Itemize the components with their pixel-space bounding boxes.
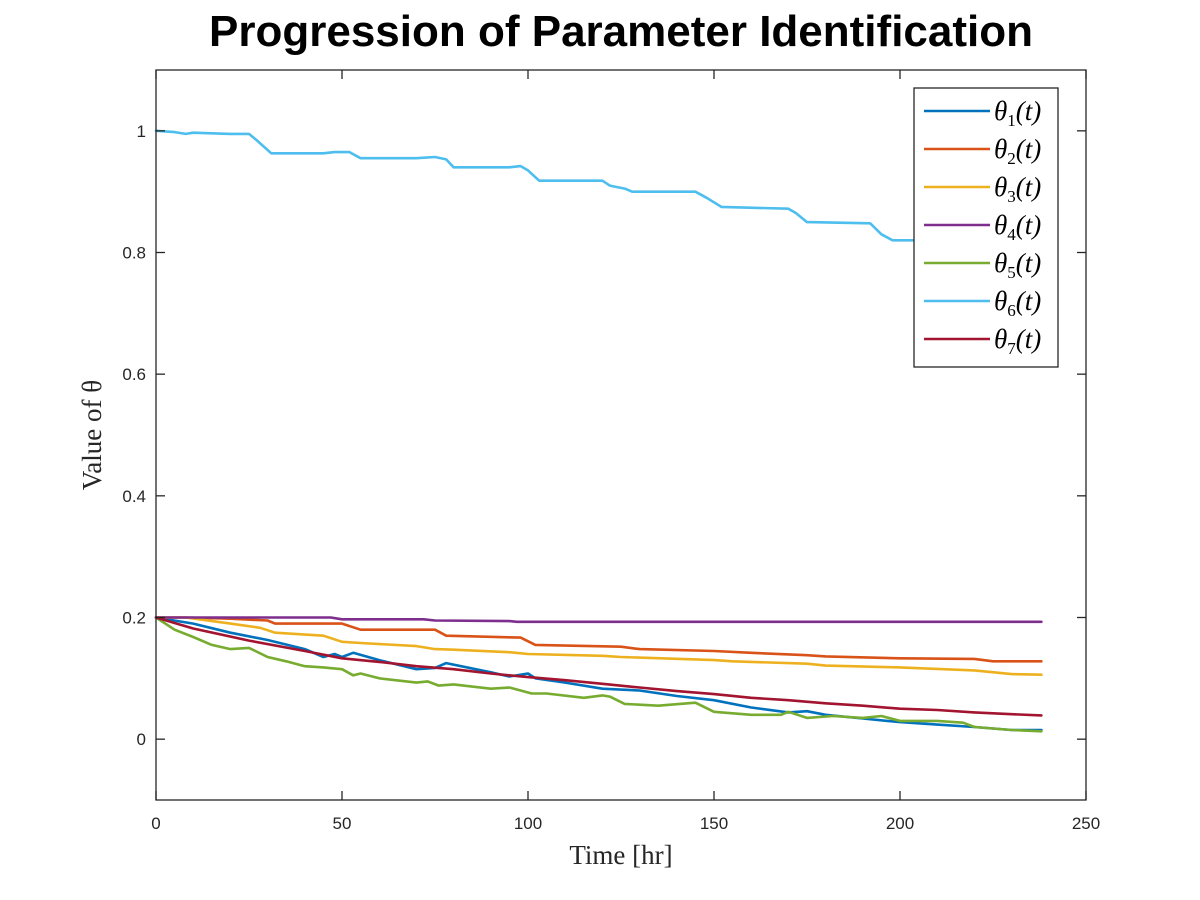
series-line-theta7 bbox=[154, 616, 1043, 717]
series-line-theta5 bbox=[154, 616, 1043, 733]
x-tick-label: 200 bbox=[886, 814, 914, 833]
series-layer bbox=[154, 129, 1043, 733]
x-tick-label: 0 bbox=[151, 814, 160, 833]
y-tick-label: 0.4 bbox=[122, 487, 146, 506]
x-tick-label: 250 bbox=[1072, 814, 1100, 833]
legend-label-theta7: θ7(t) bbox=[994, 324, 1041, 358]
x-tick-label: 150 bbox=[700, 814, 728, 833]
y-tick-label: 0.2 bbox=[122, 609, 146, 628]
y-tick-label: 0.6 bbox=[122, 365, 146, 384]
series-line-theta6 bbox=[154, 129, 939, 242]
x-axis-label: Time [hr] bbox=[569, 840, 672, 870]
legend: θ1(t) θ2(t) θ3(t) θ4(t) θ5(t) θ6(t) θ7(t) bbox=[913, 87, 1059, 368]
legend-label-theta3: θ3(t) bbox=[994, 172, 1041, 206]
ticks-layer: 0 50 100 150 200 250 0 0.2 0.4 0.6 0.8 1 bbox=[122, 70, 1100, 833]
y-tick-label: 0.8 bbox=[122, 244, 146, 263]
legend-label-theta4: θ4(t) bbox=[994, 210, 1041, 244]
y-tick-label: 1 bbox=[137, 122, 146, 141]
x-tick-label: 50 bbox=[333, 814, 352, 833]
legend-label-theta2: θ2(t) bbox=[994, 134, 1041, 168]
y-axis-label: Value of θ bbox=[77, 380, 107, 490]
legend-label-theta5: θ5(t) bbox=[994, 248, 1041, 282]
series-line-theta3 bbox=[154, 616, 1043, 677]
series-line-theta2 bbox=[154, 616, 1043, 663]
legend-box bbox=[913, 87, 1059, 368]
x-tick-label: 100 bbox=[514, 814, 542, 833]
y-tick-label: 0 bbox=[137, 730, 146, 749]
axes-box bbox=[155, 69, 1087, 801]
chart-title: Progression of Parameter Identification bbox=[209, 7, 1033, 56]
series-line-theta4 bbox=[154, 616, 1043, 624]
legend-label-theta6: θ6(t) bbox=[994, 286, 1041, 320]
legend-label-theta1: θ1(t) bbox=[994, 96, 1041, 130]
